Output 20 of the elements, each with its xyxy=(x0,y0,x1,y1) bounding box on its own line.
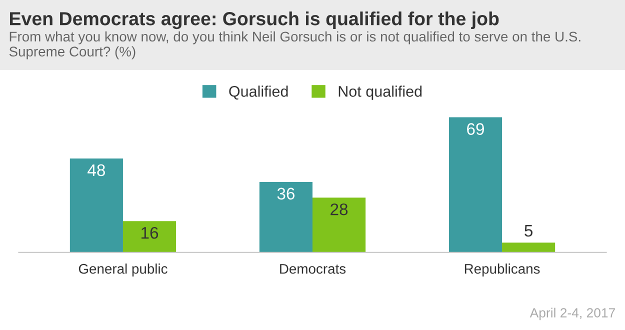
bar xyxy=(122,221,176,252)
bar xyxy=(448,117,502,252)
chart-subtitle: From what you know now, do you think Neil Gorsuch is or is not qualified to serve on the U.S. Supreme Court? (%) xyxy=(9,31,580,60)
bar xyxy=(312,198,366,252)
data-label: 69 xyxy=(467,123,484,135)
data-label: 48 xyxy=(88,164,105,176)
data-label: 5 xyxy=(524,225,532,237)
data-label: 16 xyxy=(142,226,158,239)
bar xyxy=(259,182,312,252)
text: April 2-4, 2017 xyxy=(530,308,615,320)
legend-label: Qualified xyxy=(229,86,288,100)
data-label: 36 xyxy=(277,188,295,200)
x-tick-label: General public xyxy=(78,264,168,277)
chart-title: Even Democrats agree: Gorsuch is qualified for the job xyxy=(10,12,499,30)
bar xyxy=(502,242,556,252)
legend-label: Not qualified xyxy=(338,86,422,100)
bar xyxy=(70,158,123,252)
x-tick-label: Democrats xyxy=(280,264,346,274)
data-label: 28 xyxy=(330,203,348,216)
x-tick-label: Republicans xyxy=(464,264,540,277)
